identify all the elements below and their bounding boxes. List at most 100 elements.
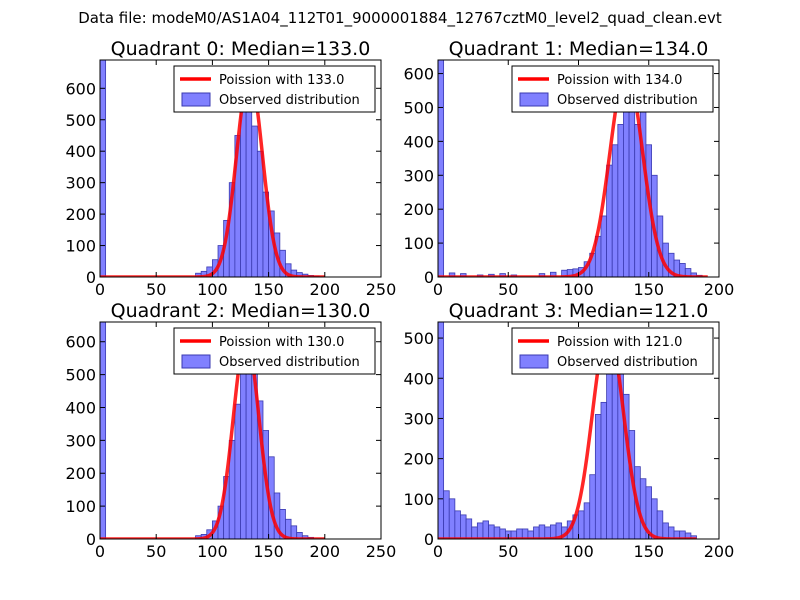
histogram-bar [623, 86, 630, 277]
histogram-bar [538, 524, 546, 539]
histogram-bar [240, 361, 247, 539]
x-tick-label: 100 [563, 280, 594, 299]
histogram-bar [493, 526, 501, 539]
legend-label-observed: Observed distribution [219, 355, 360, 370]
y-tick-label: 500 [65, 366, 96, 385]
panel-title: Quadrant 0: Median=133.0 [111, 38, 371, 60]
y-tick-label: 100 [403, 490, 434, 509]
histogram-bar [606, 369, 613, 539]
legend-label-poisson: Poission with 130.0 [219, 335, 344, 350]
legend-bar-swatch [519, 354, 549, 369]
histogram-bar [476, 522, 484, 539]
y-tick-label: 500 [65, 111, 96, 130]
x-tick-label: 50 [498, 542, 518, 561]
legend: Poission with 133.0 Observed distribution [173, 65, 376, 113]
legend: Poission with 130.0 Observed distribution [173, 327, 376, 375]
x-tick-label: 50 [146, 280, 166, 299]
y-tick-label: 400 [403, 132, 434, 151]
histogram-bar [443, 490, 450, 539]
x-tick-label: 100 [197, 542, 228, 561]
panel-quadrant-3: 0 50 100 150 200 0 100 200 300 400 500 Quadrant 3: … [403, 300, 734, 561]
y-tick-label: 0 [86, 530, 96, 549]
y-tick-label: 500 [403, 329, 434, 348]
poisson-curve [438, 328, 698, 539]
panel-quadrant-0: 0 50 100 150 200 250 0 100 200 300 400 500 600 Quadra… [65, 38, 396, 299]
figure-title: Data file: modeM0/AS1A04_112T01_90000018… [78, 9, 722, 28]
histogram-bar [471, 526, 478, 539]
histogram-bar [617, 124, 624, 277]
x-tick-label: 150 [253, 280, 284, 299]
histogram-bar [438, 60, 445, 277]
axes-frame [99, 59, 382, 278]
x-tick-label: 250 [366, 542, 397, 561]
legend-label-poisson: Poission with 121.0 [557, 335, 682, 350]
y-tick-label: 100 [65, 497, 96, 516]
histogram-bar [594, 414, 602, 539]
legend-label-observed: Observed distribution [557, 93, 698, 108]
y-tick-label: 200 [65, 464, 96, 483]
x-tick-label: 150 [253, 542, 284, 561]
x-tick-label: 250 [366, 280, 397, 299]
y-tick-label: 300 [403, 409, 434, 428]
legend-label-poisson: Poission with 134.0 [557, 73, 682, 88]
histogram-bar [460, 514, 467, 539]
x-tick-label: 150 [633, 280, 664, 299]
histogram-bar [251, 125, 258, 277]
histogram-bar [100, 322, 107, 539]
y-tick-label: 300 [65, 174, 96, 193]
y-tick-label: 0 [424, 268, 434, 287]
x-tick-label: 0 [95, 542, 105, 561]
poisson-curve [100, 336, 326, 539]
axes-frame [99, 321, 382, 540]
y-tick-label: 0 [86, 268, 96, 287]
legend-bar-swatch [181, 354, 211, 369]
histogram-bar [578, 510, 585, 539]
legend-label-poisson: Poission with 133.0 [219, 73, 344, 88]
panel-title: Quadrant 2: Median=130.0 [111, 300, 371, 322]
y-tick-label: 400 [403, 369, 434, 388]
y-tick-label: 600 [403, 65, 434, 84]
x-tick-label: 200 [310, 542, 341, 561]
histogram-bar [600, 215, 607, 277]
histogram-bar [662, 522, 669, 539]
x-tick-label: 200 [310, 280, 341, 299]
x-tick-label: 100 [563, 542, 594, 561]
y-tick-label: 500 [403, 98, 434, 117]
y-tick-label: 600 [65, 333, 96, 352]
histogram-bar [454, 510, 461, 539]
x-tick-label: 150 [633, 542, 664, 561]
y-tick-label: 100 [65, 237, 96, 256]
x-tick-label: 0 [95, 280, 105, 299]
panel-title: Quadrant 1: Median=134.0 [449, 38, 709, 60]
histogram-bar [100, 60, 107, 277]
histogram-bar [488, 524, 495, 539]
histogram-bar [256, 150, 264, 277]
histogram-bar [533, 526, 540, 539]
y-tick-label: 600 [65, 79, 96, 98]
legend: Poission with 121.0 Observed distribution [511, 327, 714, 375]
histogram-bar [583, 502, 591, 539]
y-tick-label: 300 [403, 166, 434, 185]
x-tick-label: 200 [704, 542, 735, 561]
histogram-bar [482, 520, 489, 539]
y-tick-label: 200 [403, 200, 434, 219]
histogram-bar [611, 144, 619, 277]
histogram-bar [465, 518, 473, 539]
histogram-bar [634, 124, 641, 277]
legend: Poission with 134.0 Observed distribution [511, 65, 714, 113]
histogram-bar [600, 401, 607, 539]
legend-label-observed: Observed distribution [219, 93, 360, 108]
legend-label-observed: Observed distribution [557, 355, 698, 370]
legend-bar-swatch [181, 92, 211, 107]
histogram-bar [651, 498, 658, 539]
x-tick-label: 50 [146, 542, 166, 561]
panel-quadrant-2: 0 50 100 150 200 250 0 100 200 300 400 500 600 Quadra… [65, 300, 396, 561]
legend-bar-swatch [519, 92, 549, 107]
panel-quadrant-1: 0 50 100 150 200 0 100 200 300 400 500 600 Quadrant … [403, 38, 734, 299]
histogram-bar [448, 498, 456, 539]
poisson-curve [438, 68, 709, 277]
y-tick-label: 200 [65, 205, 96, 224]
histogram-bar [589, 474, 596, 539]
x-tick-label: 100 [197, 280, 228, 299]
